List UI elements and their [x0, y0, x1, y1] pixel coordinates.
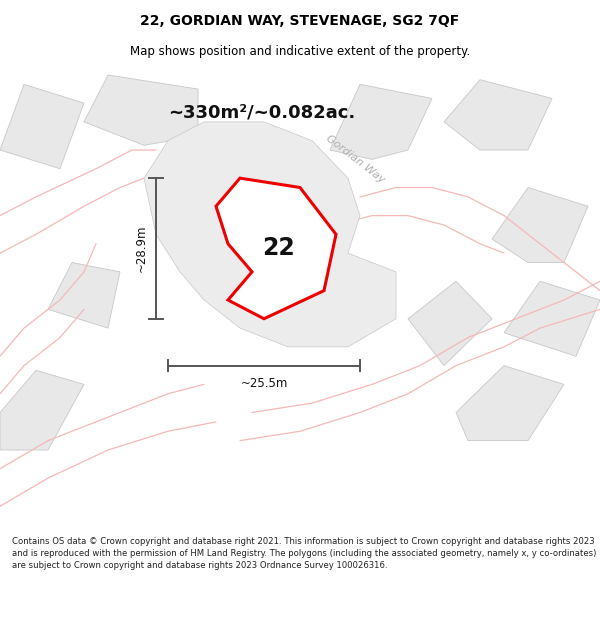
Text: ~28.9m: ~28.9m [134, 224, 148, 272]
Polygon shape [330, 84, 432, 159]
Text: ~330m²/~0.082ac.: ~330m²/~0.082ac. [168, 104, 355, 122]
Polygon shape [0, 84, 84, 169]
Polygon shape [84, 75, 198, 145]
Text: 22: 22 [262, 236, 295, 261]
Text: ~25.5m: ~25.5m [241, 378, 287, 391]
Polygon shape [444, 79, 552, 150]
Polygon shape [408, 281, 492, 366]
Polygon shape [0, 370, 84, 450]
Polygon shape [492, 188, 588, 262]
Polygon shape [504, 281, 600, 356]
Polygon shape [144, 122, 396, 347]
Text: Contains OS data © Crown copyright and database right 2021. This information is : Contains OS data © Crown copyright and d… [12, 538, 596, 570]
Polygon shape [48, 262, 120, 328]
Text: Map shows position and indicative extent of the property.: Map shows position and indicative extent… [130, 44, 470, 58]
Polygon shape [216, 178, 336, 319]
Text: Gordian Way: Gordian Way [324, 133, 386, 186]
Polygon shape [456, 366, 564, 441]
Text: 22, GORDIAN WAY, STEVENAGE, SG2 7QF: 22, GORDIAN WAY, STEVENAGE, SG2 7QF [140, 14, 460, 28]
